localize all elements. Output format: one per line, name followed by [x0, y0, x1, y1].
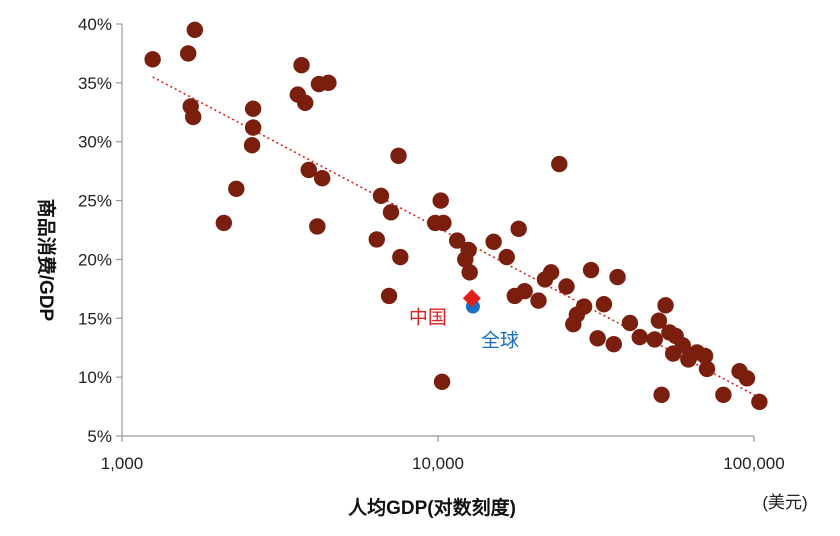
data-point: [184, 108, 202, 126]
data-point: [244, 119, 262, 136]
y-tick-label: 25%: [78, 192, 112, 211]
data-point: [390, 147, 407, 165]
data-point: [392, 248, 409, 266]
data-point: [297, 94, 314, 112]
data-point: [498, 248, 515, 266]
data-point: [243, 137, 261, 154]
data-points: [144, 21, 768, 411]
y-tick-label: 30%: [78, 133, 112, 152]
data-point: [530, 292, 547, 309]
data-point: [368, 231, 385, 248]
data-point: [435, 214, 452, 232]
data-point: [461, 264, 478, 281]
data-point: [657, 297, 674, 314]
data-point: [215, 214, 233, 232]
data-point: [646, 331, 663, 348]
data-point: [448, 232, 466, 249]
data-point: [300, 161, 317, 179]
data-point: [433, 373, 451, 391]
y-tick-label: 20%: [78, 250, 112, 269]
data-point: [575, 298, 593, 315]
data-point: [589, 330, 606, 347]
y-tick-label: 40%: [78, 15, 112, 34]
data-point: [516, 283, 533, 300]
data-point: [631, 328, 648, 346]
data-point: [650, 312, 668, 329]
x-ticks: 1,000 10,000 100,000: [101, 436, 785, 473]
data-point: [674, 337, 691, 354]
data-point: [244, 100, 262, 117]
data-point: [696, 347, 714, 365]
x-axis-unit: (美元): [762, 493, 807, 512]
data-point: [485, 233, 502, 250]
x-axis-label: 人均GDP(对数刻度): [348, 496, 516, 519]
y-ticks: 5% 10% 15% 20% 25% 30% 35% 40%: [78, 15, 122, 446]
y-tick-label: 15%: [78, 309, 112, 328]
x-tick-label: 1,000: [101, 454, 144, 473]
x-tick-label: 10,000: [412, 454, 464, 473]
data-point: [698, 360, 716, 378]
data-point: [653, 386, 670, 403]
data-point: [293, 56, 310, 74]
data-point: [432, 192, 449, 209]
data-point: [510, 220, 527, 238]
data-point: [228, 180, 245, 197]
data-point: [309, 218, 326, 235]
x-tick-label: 100,000: [723, 454, 784, 473]
china-label: 中国: [409, 306, 447, 328]
data-point: [551, 155, 568, 173]
data-point: [180, 45, 197, 62]
world-label: 全球: [481, 330, 519, 352]
data-point: [144, 51, 161, 68]
data-point: [382, 204, 400, 221]
data-point: [320, 74, 337, 92]
y-axis-label: 商品消费/GDP: [35, 199, 58, 322]
data-point: [609, 268, 626, 286]
data-point: [372, 187, 390, 205]
y-tick-label: 10%: [78, 368, 112, 387]
data-point: [605, 335, 622, 353]
china-point: [462, 289, 481, 308]
y-tick-label: 35%: [78, 74, 112, 93]
data-point: [542, 264, 560, 281]
data-point: [460, 241, 477, 259]
data-point: [186, 21, 204, 39]
data-point: [751, 393, 768, 411]
data-point: [558, 278, 575, 295]
data-point: [621, 314, 639, 332]
data-point: [582, 261, 600, 279]
data-point: [313, 170, 331, 187]
y-tick-label: 5%: [87, 427, 112, 446]
data-point: [715, 386, 732, 403]
data-point: [380, 287, 398, 305]
data-point: [738, 370, 756, 387]
data-point: [595, 295, 613, 313]
